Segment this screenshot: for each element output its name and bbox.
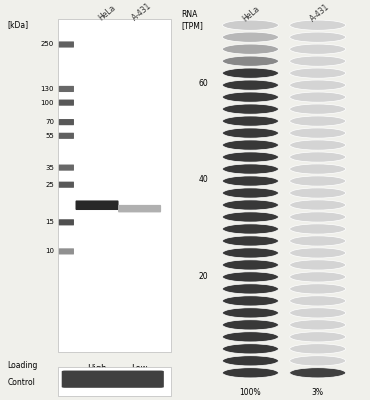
Text: 100%: 100%: [240, 388, 261, 397]
FancyBboxPatch shape: [59, 42, 74, 48]
Ellipse shape: [222, 356, 279, 366]
Ellipse shape: [222, 68, 279, 78]
Text: 55: 55: [45, 133, 54, 139]
Ellipse shape: [290, 296, 346, 306]
Ellipse shape: [290, 356, 346, 366]
Ellipse shape: [222, 368, 279, 378]
Text: [kDa]: [kDa]: [7, 20, 28, 30]
Ellipse shape: [290, 128, 346, 138]
Ellipse shape: [290, 140, 346, 150]
Ellipse shape: [222, 332, 279, 342]
Ellipse shape: [290, 32, 346, 42]
Ellipse shape: [222, 308, 279, 318]
Text: 35: 35: [45, 165, 54, 171]
Ellipse shape: [290, 320, 346, 330]
Text: 3%: 3%: [312, 388, 324, 397]
Ellipse shape: [290, 344, 346, 354]
Ellipse shape: [290, 200, 346, 210]
Ellipse shape: [290, 368, 346, 378]
Ellipse shape: [222, 200, 279, 210]
Ellipse shape: [222, 128, 279, 138]
Ellipse shape: [290, 20, 346, 30]
Ellipse shape: [290, 68, 346, 78]
Text: 20: 20: [199, 272, 208, 281]
Ellipse shape: [290, 44, 346, 54]
Ellipse shape: [222, 224, 279, 234]
Text: HeLa: HeLa: [241, 4, 262, 23]
Ellipse shape: [222, 248, 279, 258]
Ellipse shape: [222, 152, 279, 162]
Text: Loading: Loading: [7, 361, 38, 370]
Ellipse shape: [290, 188, 346, 198]
Ellipse shape: [290, 116, 346, 126]
Text: RNA
[TPM]: RNA [TPM]: [181, 10, 203, 30]
Ellipse shape: [290, 164, 346, 174]
Ellipse shape: [222, 176, 279, 186]
Ellipse shape: [222, 188, 279, 198]
Ellipse shape: [222, 116, 279, 126]
FancyBboxPatch shape: [59, 248, 74, 254]
FancyBboxPatch shape: [59, 219, 74, 226]
Ellipse shape: [290, 152, 346, 162]
FancyBboxPatch shape: [58, 367, 171, 396]
Ellipse shape: [222, 272, 279, 282]
FancyBboxPatch shape: [59, 182, 74, 188]
Ellipse shape: [222, 56, 279, 66]
Text: 15: 15: [45, 219, 54, 225]
Text: 40: 40: [199, 175, 208, 184]
FancyBboxPatch shape: [75, 200, 118, 210]
Text: HeLa: HeLa: [97, 3, 117, 22]
Ellipse shape: [290, 236, 346, 246]
Ellipse shape: [222, 284, 279, 294]
Text: Low: Low: [131, 364, 147, 373]
Ellipse shape: [290, 260, 346, 270]
Text: 250: 250: [41, 42, 54, 48]
Text: 130: 130: [41, 86, 54, 92]
Ellipse shape: [290, 248, 346, 258]
Text: A-431: A-431: [308, 2, 331, 23]
Ellipse shape: [290, 176, 346, 186]
Ellipse shape: [222, 32, 279, 42]
Ellipse shape: [222, 212, 279, 222]
Ellipse shape: [290, 224, 346, 234]
Ellipse shape: [222, 104, 279, 114]
Ellipse shape: [290, 308, 346, 318]
Ellipse shape: [290, 56, 346, 66]
Ellipse shape: [222, 80, 279, 90]
FancyBboxPatch shape: [58, 19, 171, 352]
FancyBboxPatch shape: [62, 370, 164, 388]
FancyBboxPatch shape: [59, 100, 74, 106]
Text: 10: 10: [45, 248, 54, 254]
Text: 25: 25: [45, 182, 54, 188]
FancyBboxPatch shape: [59, 133, 74, 139]
Ellipse shape: [222, 236, 279, 246]
FancyBboxPatch shape: [118, 205, 161, 212]
Ellipse shape: [222, 260, 279, 270]
Text: High: High: [87, 364, 106, 373]
Ellipse shape: [222, 296, 279, 306]
Ellipse shape: [222, 164, 279, 174]
FancyBboxPatch shape: [59, 119, 74, 125]
Ellipse shape: [290, 212, 346, 222]
Ellipse shape: [222, 140, 279, 150]
Text: A-431: A-431: [131, 1, 154, 22]
Ellipse shape: [222, 20, 279, 30]
Ellipse shape: [222, 320, 279, 330]
Ellipse shape: [222, 344, 279, 354]
Ellipse shape: [290, 284, 346, 294]
Ellipse shape: [290, 272, 346, 282]
Ellipse shape: [290, 104, 346, 114]
FancyBboxPatch shape: [59, 86, 74, 92]
Ellipse shape: [222, 44, 279, 54]
Text: 70: 70: [45, 119, 54, 125]
Ellipse shape: [290, 80, 346, 90]
Text: Control: Control: [7, 378, 35, 387]
Text: 60: 60: [199, 79, 208, 88]
Ellipse shape: [290, 332, 346, 342]
FancyBboxPatch shape: [59, 164, 74, 171]
Text: 100: 100: [41, 100, 54, 106]
Ellipse shape: [222, 92, 279, 102]
Ellipse shape: [290, 92, 346, 102]
